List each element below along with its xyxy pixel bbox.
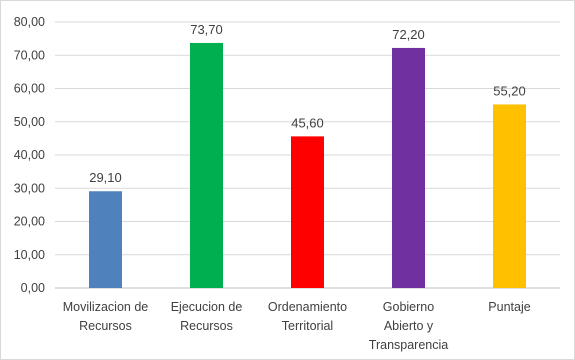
x-category-label: Gobierno	[383, 300, 434, 314]
x-category-label: Transparencia	[369, 338, 448, 352]
bar	[89, 191, 122, 288]
x-category-label: Territorial	[282, 319, 333, 333]
data-label: 73,70	[190, 22, 223, 37]
y-tick-label: 50,00	[14, 115, 45, 129]
bar	[190, 42, 223, 289]
y-tick-label: 40,00	[14, 148, 45, 162]
x-category-label: Puntaje	[488, 300, 530, 314]
y-tick-label: 70,00	[14, 48, 45, 62]
y-tick-label: 30,00	[14, 181, 45, 195]
x-category-label: Ordenamiento	[268, 300, 347, 314]
x-category-label: Ejecucion de	[171, 300, 243, 314]
x-category-label: Movilizacion de	[63, 300, 149, 314]
y-tick-label: 20,00	[14, 215, 45, 229]
bar	[493, 104, 526, 289]
bar	[291, 136, 324, 288]
x-category-label: Recursos	[180, 319, 233, 333]
y-tick-label: 80,00	[14, 15, 45, 29]
y-tick-label: 60,00	[14, 82, 45, 96]
bar	[392, 47, 425, 289]
y-tick-label: 10,00	[14, 248, 45, 262]
data-label: 29,10	[89, 170, 122, 185]
y-tick-label: 0,00	[21, 281, 45, 295]
data-label: 45,60	[291, 115, 324, 130]
x-category-label: Abierto y	[384, 319, 434, 333]
data-label: 55,20	[493, 83, 526, 98]
x-category-label: Recursos	[79, 319, 132, 333]
data-label: 72,20	[392, 27, 425, 42]
